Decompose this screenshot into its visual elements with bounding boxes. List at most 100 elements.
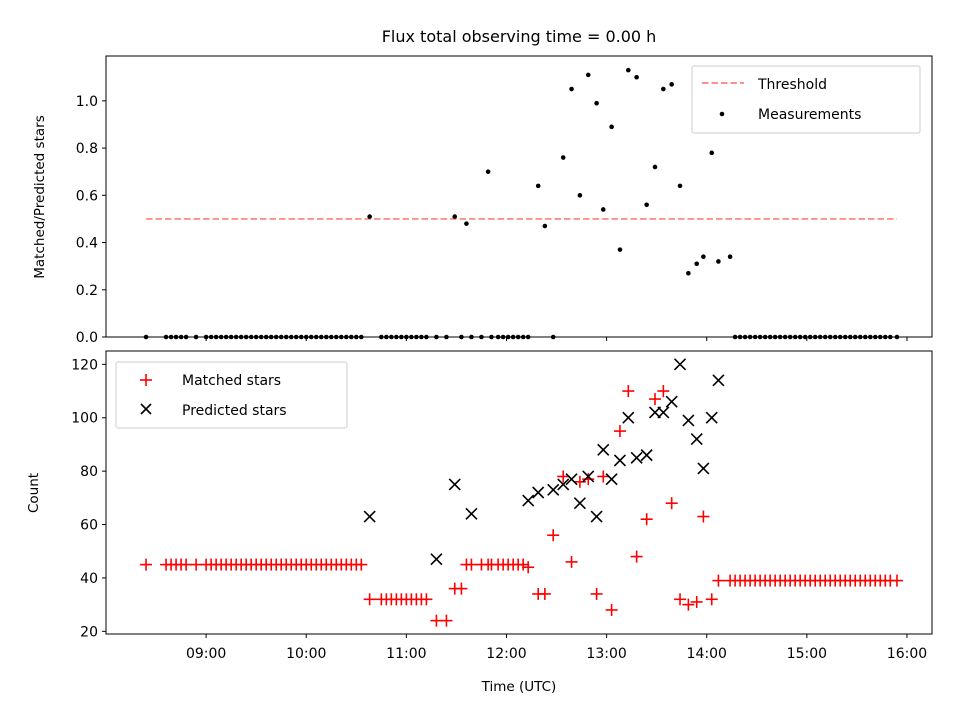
ratio-x-ticks: [205, 337, 908, 341]
count-x-tick-label: 16:00: [887, 646, 927, 662]
measurement-point: [617, 247, 623, 252]
predicted-star-point: [605, 473, 618, 486]
predicted-star-point: [532, 486, 545, 499]
matched-star-point: [682, 598, 695, 611]
measurement-point: [609, 124, 614, 130]
matched-star-point: [190, 558, 203, 571]
matched-star-point: [597, 470, 610, 483]
count-panel: 20 40 60 80 100 120 09:00 10:00 11:00 12:00 13:00…: [26, 350, 933, 662]
predicted-star-point: [630, 451, 643, 464]
measurement-point: [569, 86, 574, 92]
predicted-star-point: [565, 473, 578, 486]
matched-star-point: [605, 603, 618, 616]
count-legend: Matched stars Predicted stars: [115, 361, 348, 429]
measurement-point: [701, 254, 706, 260]
measurement-point: [464, 221, 469, 226]
predicted-star-point: [522, 494, 535, 507]
predicted-star-point: [448, 478, 461, 491]
matched-star-point: [657, 385, 670, 398]
ratio-y-tick-label: 0.2: [76, 283, 98, 299]
predicted-star-point: [622, 411, 635, 424]
measurement-point: [560, 155, 566, 160]
predicted-star-point: [657, 406, 670, 419]
measurement-point: [709, 150, 715, 156]
matched-star-point: [697, 510, 710, 523]
count-x-tick-label: 10:00: [286, 646, 326, 662]
matched-star-point: [538, 587, 551, 600]
predicted-star-point: [597, 443, 610, 456]
matched-star-point: [140, 558, 153, 571]
predicted-star-point: [547, 483, 560, 496]
measurement-point: [677, 183, 683, 189]
measurements-legend-swatch: [719, 111, 725, 117]
measurement-point: [669, 82, 674, 87]
matched-star-point: [582, 473, 595, 486]
measurement-point: [594, 100, 599, 106]
ratio-y-ticks: 0.0 0.2 0.4 0.6 0.8 1.0: [76, 94, 106, 346]
matched-star-point: [890, 574, 903, 587]
count-y-tick-label: 60: [80, 518, 98, 534]
count-y-tick-label: 40: [80, 571, 98, 587]
count-y-tick-label: 20: [80, 624, 98, 640]
predicted-star-point: [673, 358, 687, 371]
matched-star-point: [180, 558, 193, 571]
measurement-point: [634, 74, 639, 80]
count-plot-area: [140, 358, 903, 627]
count-y-tick-label: 80: [80, 464, 98, 480]
measurement-point: [535, 183, 541, 189]
measurement-point: [367, 214, 372, 219]
measurement-point: [652, 164, 658, 170]
matched-legend-swatch: [140, 374, 152, 386]
ratio-legend-box: [691, 65, 921, 134]
matched-star-point: [640, 513, 653, 526]
matched-star-point: [420, 593, 433, 606]
matched-star-point: [517, 558, 530, 571]
count-x-tick-label: 15:00: [787, 646, 827, 662]
measurement-point: [661, 86, 666, 92]
matched-star-point: [455, 582, 468, 595]
matched-star-point: [622, 385, 635, 398]
count-x-tick-label: 14:00: [687, 646, 727, 662]
matched-star-point: [522, 561, 535, 574]
ratio-y-tick-label: 0.0: [76, 330, 98, 346]
ratio-y-tick-label: 1.0: [76, 94, 98, 110]
matched-star-point: [590, 587, 603, 600]
matched-star-point: [613, 425, 626, 438]
measurement-point: [644, 202, 649, 208]
measurement-point: [542, 223, 548, 229]
count-x-tick-label: 12:00: [486, 646, 526, 662]
predicted-star-point: [582, 470, 595, 483]
measurement-point: [694, 261, 700, 267]
count-y-axis-label: Count: [26, 473, 42, 513]
ratio-axes-frame: [105, 55, 933, 338]
predicted-star-point: [465, 507, 478, 520]
measurement-point: [727, 254, 733, 260]
matched-star-point: [674, 593, 687, 606]
figure-title: Flux total observing time = 0.00 h: [382, 27, 657, 46]
matched-star-point: [665, 497, 678, 510]
predicted-star-point: [613, 454, 627, 467]
predicted-star-point: [712, 374, 725, 387]
measurement-point: [625, 67, 631, 73]
measurement-point: [716, 259, 721, 264]
measurements-legend-label: Measurements: [758, 107, 861, 123]
measurement-point: [585, 72, 591, 78]
matched-star-point: [557, 470, 570, 483]
predicted-star-point: [640, 449, 653, 462]
predicted-star-point: [557, 478, 570, 491]
matched-star-point: [363, 593, 376, 606]
measurement-point: [452, 214, 458, 219]
count-y-ticks: 20 40 60 80 100 120: [71, 357, 106, 640]
ratio-panel: 0.0 0.2 0.4 0.6 0.8 1.0 Matched/Predicted sta…: [32, 55, 933, 346]
count-legend-box: [115, 361, 348, 429]
matched-star-point: [630, 550, 643, 563]
measurement-point: [485, 169, 491, 175]
matched-star-point: [705, 593, 718, 606]
count-x-ticks: 09:00 10:00 11:00 12:00 13:00 14:00 15:00 16:00: [186, 634, 927, 662]
ratio-plot-area: [143, 67, 900, 340]
predicted-star-point: [697, 462, 710, 475]
matched-star-point: [565, 555, 578, 568]
ratio-y-tick-label: 0.4: [76, 236, 98, 252]
ratio-y-tick-label: 0.6: [76, 188, 98, 204]
